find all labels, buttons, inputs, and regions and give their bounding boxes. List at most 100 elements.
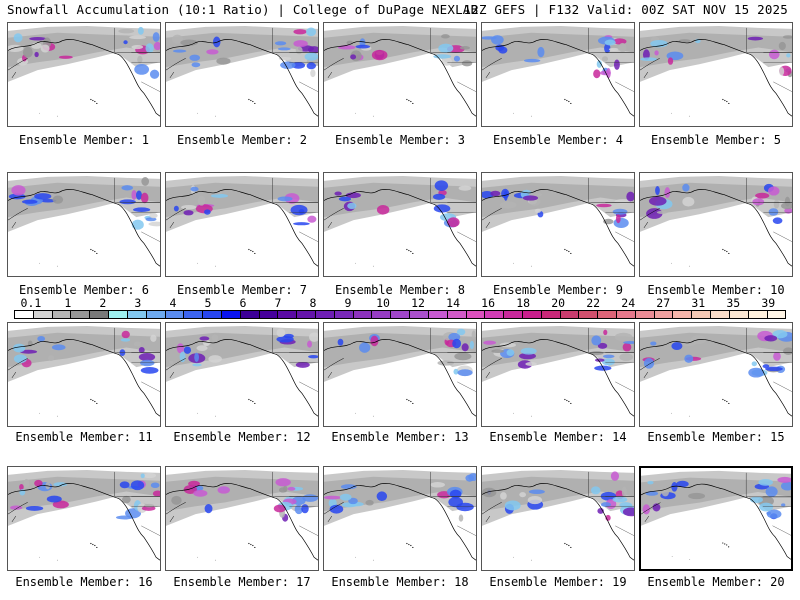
ensemble-member-map-18[interactable] [323,466,477,571]
snowfall-contour [347,202,357,210]
colorbar-tick-label: 16 [481,296,496,310]
snowfall-map [641,470,791,560]
colorbar-cell [278,311,298,318]
snowfall-contour [498,46,508,54]
island-dot [39,556,40,558]
snowfall-contour [650,341,657,346]
snowfall-contour [458,185,472,191]
island-dot [671,556,673,557]
hawaii-island [566,99,568,102]
snowfall-map [324,25,476,117]
ensemble-member-map-3[interactable] [323,22,477,127]
island-dot [372,115,374,117]
snowfall-contour [140,473,145,479]
snowfall-contour [204,503,213,514]
hawaii-island [406,98,408,101]
island-dot [372,265,374,267]
island-dot [214,115,216,117]
ensemble-member-map-6[interactable] [7,172,161,277]
border-line [272,177,318,203]
hawaii-island [722,398,724,401]
island-dot [513,112,514,114]
snowfall-contour [491,35,504,45]
ensemble-member-map-15[interactable] [639,322,793,427]
snowfall-contour [29,37,47,41]
colorbar-cell [391,311,411,318]
snowfall-contour [751,361,757,367]
snowfall-contour [324,495,342,500]
coastline [8,338,160,417]
island-dot [197,556,198,558]
island-dot [56,415,58,417]
snowfall-contour [661,488,669,497]
ensemble-member-label: Ensemble Member: 6 [18,283,150,297]
snowfall-contour [25,505,44,511]
snowfall-contour [603,329,608,336]
ensemble-member-map-7[interactable] [165,172,319,277]
snowfall-contour [21,199,38,204]
hawaii-island [724,249,726,252]
snowfall-contour [293,222,310,226]
island-dot [355,262,356,264]
ensemble-member-map-19[interactable] [481,466,635,571]
state-line [447,212,476,242]
snowfall-contour [623,341,634,344]
coastline-west [640,208,660,229]
snowfall-contour [781,202,792,210]
colorbar-cell [297,311,316,318]
state-line [763,362,792,392]
ensemble-member-map-10[interactable] [639,172,793,277]
coastline [8,482,160,561]
ensemble-member-map-5[interactable] [639,22,793,127]
ensemble-member-map-4[interactable] [481,22,635,127]
snowfall-contour [173,205,179,212]
colorbar-tick-label: 7 [274,296,282,310]
border-line [114,177,160,203]
snowfall-map [482,175,634,267]
coastline [482,338,634,417]
snowfall-contour [180,39,198,46]
ensemble-member-map-11[interactable] [7,322,161,427]
state-line [131,506,160,536]
ensemble-member-map-20[interactable] [639,466,793,571]
coastline [482,482,634,561]
snowfall-contour [121,330,130,339]
snowfall-contour [469,340,474,350]
snowfall-contour [603,218,614,225]
ensemble-member-map-12[interactable] [165,322,319,427]
ensemble-member-map-14[interactable] [481,322,635,427]
ensemble-member-map-9[interactable] [481,172,635,277]
snowfall-contour [748,367,765,378]
ensemble-member-map-2[interactable] [165,22,319,127]
island-dot [372,559,374,561]
colorbar-tick-label: 24 [621,296,636,310]
snowfall-contour [133,207,151,212]
ensemble-member-map-16[interactable] [7,466,161,571]
coastline [166,482,318,561]
ensemble-member-map-17[interactable] [165,466,319,571]
snowfall-contour [766,511,772,515]
island-dot [689,558,691,560]
snowfall-contour [612,496,628,503]
ensemble-member-map-13[interactable] [323,322,477,427]
island-dot [197,412,198,414]
ensemble-member-map-1[interactable] [7,22,161,127]
snowfall-contour [483,340,497,345]
snowfall-contour [143,472,157,479]
snowfall-contour [453,368,459,375]
hawaii-island [90,248,92,251]
snowfall-contour [768,208,779,216]
snowfall-contour [120,338,131,342]
snowfall-map [482,469,634,561]
snowfall-contour [593,69,601,79]
snowfall-contour [334,191,342,196]
snowfall-contour [52,500,69,509]
snowfall-contour [365,499,374,506]
ensemble-member-map-8[interactable] [323,172,477,277]
island-dot [530,415,532,417]
snowfall-contour [307,215,317,223]
snowfall-contour [216,57,231,65]
hawaii-island [412,102,414,105]
snowfall-contour [458,514,464,522]
island-dot [56,115,58,117]
